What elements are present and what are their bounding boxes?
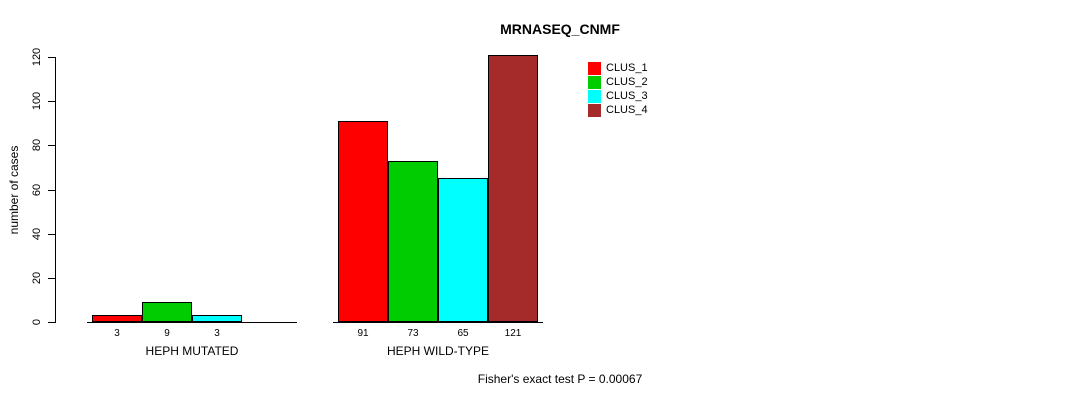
legend-item-clus_1: CLUS_1	[588, 62, 648, 75]
y-axis-tick	[48, 190, 55, 191]
bar-value-label: 65	[457, 328, 469, 339]
y-axis-tick-label: 40	[31, 227, 43, 241]
chart-title: MRNASEQ_CNMF	[500, 21, 620, 37]
y-axis-tick-label: 0	[31, 318, 43, 326]
bar-clus_1	[92, 315, 142, 322]
y-axis-title: number of cases	[7, 145, 21, 235]
legend-label: CLUS_4	[606, 104, 648, 116]
category-label: HEPH WILD-TYPE	[386, 344, 490, 358]
y-axis-tick-label: 100	[31, 91, 43, 111]
category-label: HEPH MUTATED	[145, 344, 239, 358]
y-axis-tick-label: 20	[31, 271, 43, 285]
bar-value-label: 73	[407, 328, 419, 339]
bar-clus_3	[192, 315, 242, 322]
bar-value-label: 3	[114, 328, 120, 339]
legend-swatch-icon	[588, 90, 601, 103]
bar-clus_3	[438, 178, 488, 322]
fisher-test-footnote: Fisher's exact test P = 0.00067	[477, 372, 643, 386]
y-axis-tick	[48, 101, 55, 102]
x-axis-baseline	[333, 322, 543, 323]
legend-item-clus_2: CLUS_2	[588, 76, 648, 89]
legend: CLUS_1 CLUS_2 CLUS_3 CLUS_4	[588, 62, 648, 118]
bar-clus_2	[142, 302, 192, 322]
legend-label: CLUS_1	[606, 62, 648, 74]
y-axis-tick	[48, 278, 55, 279]
legend-label: CLUS_2	[606, 76, 648, 88]
x-axis-baseline	[87, 322, 297, 323]
legend-swatch-icon	[588, 76, 601, 89]
legend-item-clus_4: CLUS_4	[588, 104, 648, 117]
bar-value-label: 9	[164, 328, 170, 339]
y-axis-line	[55, 57, 56, 323]
y-axis-tick-label: 120	[31, 47, 43, 67]
y-axis-tick	[48, 322, 55, 323]
y-axis-tick	[48, 57, 55, 58]
y-axis-tick-label: 80	[31, 138, 43, 152]
bar-clus_4	[488, 55, 538, 322]
bar-value-label: 91	[357, 328, 369, 339]
bar-clus_2	[388, 161, 438, 322]
bar-clus_1	[338, 121, 388, 322]
y-axis-tick	[48, 145, 55, 146]
y-axis-tick-label: 60	[31, 183, 43, 197]
legend-label: CLUS_3	[606, 90, 648, 102]
bar-value-label: 121	[504, 328, 522, 339]
legend-swatch-icon	[588, 104, 601, 117]
legend-item-clus_3: CLUS_3	[588, 90, 648, 103]
bar-value-label: 3	[214, 328, 220, 339]
legend-swatch-icon	[588, 62, 601, 75]
y-axis-tick	[48, 234, 55, 235]
